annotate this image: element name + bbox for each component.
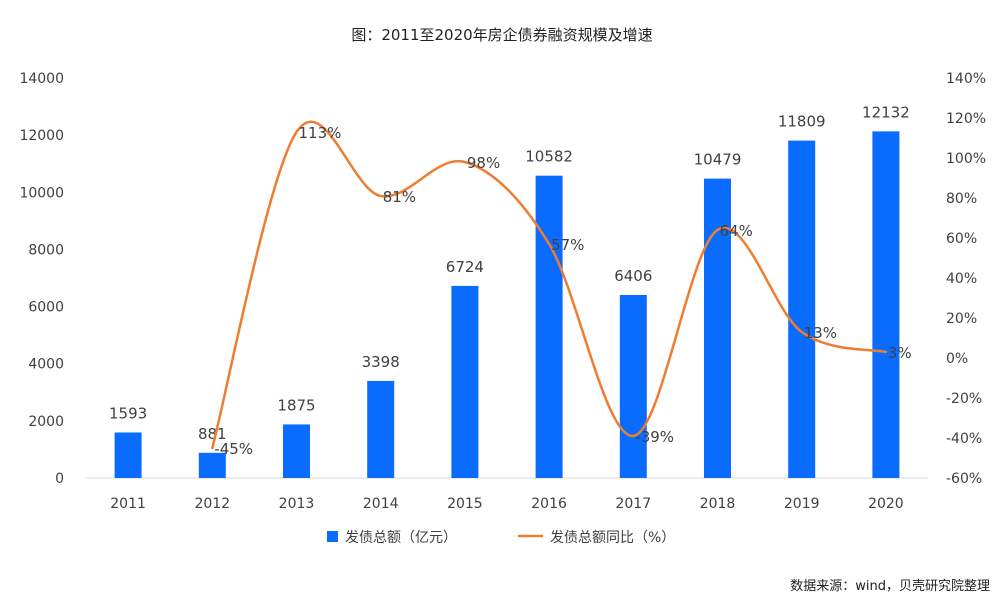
y-right-tick-label: 80% — [946, 191, 977, 207]
y-left-tick-label: 2000 — [28, 414, 64, 430]
bar — [788, 140, 816, 478]
x-tick-label: 2015 — [447, 496, 483, 512]
bar-data-label: 1875 — [277, 396, 315, 414]
y-right-tick-label: 100% — [946, 151, 986, 167]
y-left-tick-label: 12000 — [19, 128, 64, 144]
x-tick-label: 2011 — [110, 496, 146, 512]
line-series-path — [211, 120, 888, 450]
bar-data-labels: 1593 881 1875 3398 6724 10582 6406 10479 11809 12… — [109, 103, 910, 442]
legend-line-label: 发债总额同比（%） — [550, 530, 675, 546]
y-right-tick-label: -60% — [946, 471, 982, 487]
bar-data-label: 10582 — [525, 148, 573, 166]
line-data-label: -45% — [214, 440, 253, 458]
bar — [114, 432, 142, 478]
legend-bar-swatch — [327, 531, 338, 542]
y-axis-left: 0 2000 4000 6000 8000 10000 12000 14000 — [19, 71, 64, 487]
y-right-tick-label: 40% — [946, 271, 977, 287]
y-right-tick-label: 0% — [946, 351, 968, 367]
x-tick-label: 2013 — [279, 496, 315, 512]
line-data-label: 64% — [720, 222, 753, 240]
y-left-tick-label: 14000 — [19, 71, 64, 87]
bar — [451, 285, 479, 478]
line-data-label: 98% — [467, 154, 500, 172]
y-axis-right: -60% -40% -20% 0% 20% 40% 60% 80% 100% 120% 140% — [946, 71, 986, 487]
bar-data-label: 3398 — [362, 353, 400, 371]
x-tick-label: 2017 — [615, 496, 651, 512]
y-left-tick-label: 4000 — [28, 357, 64, 373]
bar-data-label: 1593 — [109, 404, 147, 422]
bar-data-label: 12132 — [862, 103, 910, 121]
bar — [872, 131, 900, 478]
bar — [283, 424, 310, 478]
bar-data-label: 11809 — [778, 113, 826, 131]
x-tick-label: 2020 — [868, 496, 904, 512]
x-tick-label: 2016 — [531, 496, 567, 512]
line-data-label: 113% — [299, 124, 342, 142]
x-tick-label: 2019 — [784, 496, 820, 512]
x-tick-label: 2014 — [363, 496, 399, 512]
bar-series — [114, 131, 900, 478]
bar-data-label: 6724 — [446, 258, 484, 276]
x-tick-label: 2018 — [700, 496, 736, 512]
y-right-tick-label: 20% — [946, 311, 977, 327]
source-note: 数据来源：wind，贝壳研究院整理 — [790, 579, 990, 594]
y-right-tick-label: -40% — [946, 431, 982, 447]
x-tick-label: 2012 — [194, 496, 230, 512]
bar-data-label: 10479 — [694, 151, 742, 169]
y-left-tick-label: 0 — [55, 471, 64, 487]
y-left-tick-label: 8000 — [28, 242, 64, 258]
line-series — [211, 120, 888, 450]
y-right-tick-label: 120% — [946, 111, 986, 127]
y-right-tick-label: -20% — [946, 391, 982, 407]
line-data-label: 81% — [383, 188, 416, 206]
x-axis: 2011 2012 2013 2014 2015 2016 2017 2018 2019 2020 — [86, 477, 928, 512]
bar-data-label: 881 — [198, 425, 227, 443]
bar — [535, 175, 563, 478]
y-right-tick-label: 60% — [946, 231, 977, 247]
line-data-labels: -45% 113% 81% 98% 57% -39% 64% 13% 3% — [214, 124, 911, 458]
legend: 发债总额（亿元） 发债总额同比（%） — [327, 530, 675, 546]
bar — [619, 294, 647, 478]
line-data-label: 13% — [804, 324, 837, 342]
line-data-label: 57% — [551, 236, 584, 254]
line-data-label: 3% — [888, 344, 912, 362]
bar — [198, 452, 226, 478]
bar-data-label: 6406 — [614, 267, 652, 285]
line-data-label: -39% — [635, 428, 674, 446]
bar — [367, 380, 395, 478]
y-left-tick-label: 6000 — [28, 300, 64, 316]
y-right-tick-label: 140% — [946, 71, 986, 87]
chart-title: 图：2011至2020年房企债券融资规模及增速 — [351, 26, 652, 44]
legend-bar-label: 发债总额（亿元） — [345, 530, 457, 546]
y-left-tick-label: 10000 — [19, 185, 64, 201]
